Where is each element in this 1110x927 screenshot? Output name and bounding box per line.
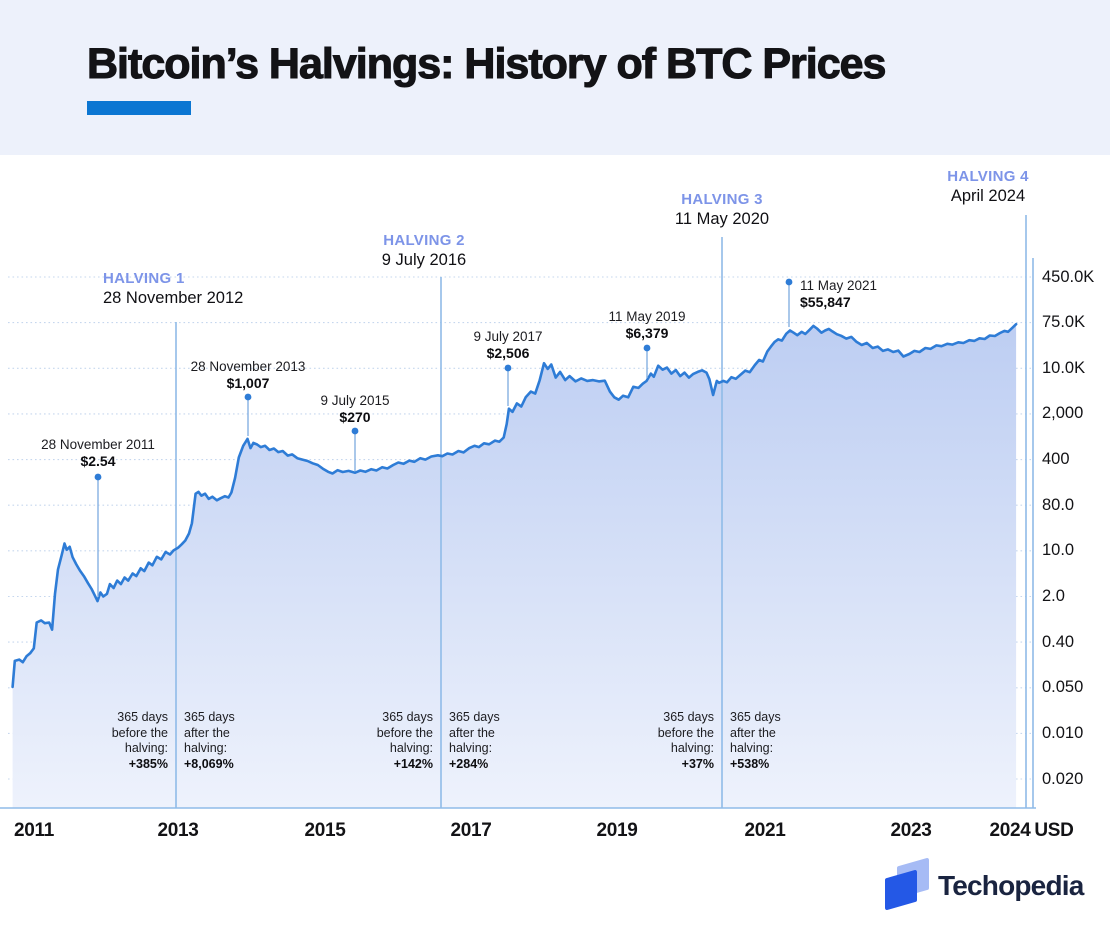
halving-name: HALVING 2 — [383, 232, 465, 249]
title-accent-bar — [87, 101, 191, 115]
pct-365-after-halving-2: 365 days after the halving: +284% — [449, 710, 500, 771]
y-axis-tick-10.0: 10.0 — [1042, 541, 1075, 560]
x-axis-label-2015: 2015 — [304, 820, 346, 841]
pct-value: +385% — [128, 756, 168, 771]
y-axis-tick-0.020: 0.020 — [1042, 769, 1084, 788]
annotation-date: 9 July 2015 — [320, 393, 390, 408]
halving-label-1: HALVING 1 28 November 2012 — [103, 270, 333, 308]
y-axis-tick-80.0: 80.0 — [1042, 495, 1075, 514]
header: Bitcoin’s Halvings: History of BTC Price… — [0, 0, 1110, 155]
halving-date: 11 May 2020 — [674, 210, 770, 228]
pct-value: +37% — [681, 756, 714, 771]
y-axis-tick-0.010: 0.010 — [1042, 723, 1084, 742]
x-axis-label-2021: 2021 — [744, 820, 786, 841]
y-axis-tick-10.0K: 10.0K — [1042, 358, 1086, 377]
halving-label-4: HALVING 4 April 2024 — [873, 168, 1103, 206]
y-axis-tick-400: 400 — [1042, 450, 1070, 469]
annotation-date: 28 November 2013 — [190, 359, 306, 374]
pct-365-before-halving-1: 365 days before the halving: +385% — [111, 710, 168, 771]
halving-date: 9 July 2016 — [381, 251, 467, 269]
page-title: Bitcoin’s Halvings: History of BTC Price… — [86, 39, 887, 88]
annotation-date: 11 May 2019 — [608, 309, 686, 324]
pct-365-after-halving-3: 365 days after the halving: +538% — [730, 710, 781, 771]
price-annotation-0: 28 November 2011 $2.54 — [3, 437, 193, 469]
annotation-dot-2 — [351, 427, 359, 435]
y-axis-tick-0.050: 0.050 — [1042, 678, 1084, 697]
annotation-date: 28 November 2011 — [41, 437, 155, 452]
x-axis-label-2024: 2024 — [989, 820, 1031, 841]
x-axis-label-2013: 2013 — [157, 820, 199, 841]
price-annotation-1: 28 November 2013 $1,007 — [153, 359, 343, 391]
y-axis-tick-75.0K: 75.0K — [1042, 313, 1086, 332]
x-axis-label-2011: 2011 — [13, 820, 55, 841]
x-axis-label-2019: 2019 — [596, 820, 638, 841]
price-annotation-4: 11 May 2019 $6,379 — [552, 309, 742, 341]
annotation-price: $2,506 — [486, 345, 530, 361]
annotation-dot-0 — [94, 473, 102, 481]
annotation-price: $2.54 — [80, 453, 116, 469]
techopedia-logo: Techopedia — [882, 856, 1102, 912]
price-annotation-2: 9 July 2015 $270 — [260, 393, 450, 425]
annotation-dot-3 — [504, 364, 512, 372]
price-annotation-3: 9 July 2017 $2,506 — [413, 329, 603, 361]
annotation-dot-5 — [785, 278, 793, 286]
price-line — [11, 322, 1018, 689]
pct-value: +142% — [393, 756, 433, 771]
pct-value: +284% — [449, 756, 489, 771]
annotation-price: $55,847 — [800, 294, 851, 310]
price-area — [12, 324, 1017, 808]
annotation-price: $1,007 — [226, 375, 270, 391]
price-annotation-5: 11 May 2021 $55,847 — [800, 278, 990, 310]
y-axis-tick-0.40: 0.40 — [1042, 632, 1075, 651]
y-axis-tick-2.0: 2.0 — [1042, 587, 1065, 605]
halving-label-2: HALVING 2 9 July 2016 — [309, 232, 539, 270]
annotation-date: 9 July 2017 — [473, 329, 543, 344]
x-axis-unit-label: USD — [1034, 820, 1074, 841]
halving-label-3: HALVING 3 11 May 2020 — [607, 191, 837, 229]
pct-365-after-halving-1: 365 days after the halving: +8,069% — [184, 710, 235, 771]
annotation-date: 11 May 2021 — [800, 278, 878, 293]
annotation-price: $6,379 — [625, 325, 669, 341]
halving-name: HALVING 3 — [681, 191, 763, 208]
y-axis-tick-450.0K: 450.0K — [1042, 267, 1095, 286]
halving-name: HALVING 1 — [103, 270, 185, 287]
x-axis-label-2023: 2023 — [890, 820, 932, 841]
halving-name: HALVING 4 — [947, 168, 1029, 185]
halving-date: April 2024 — [950, 187, 1026, 205]
pct-365-before-halving-3: 365 days before the halving: +37% — [657, 710, 714, 771]
y-axis-tick-2,000: 2,000 — [1042, 404, 1084, 423]
annotation-dot-1 — [244, 393, 252, 401]
x-axis-label-2017: 2017 — [450, 820, 492, 841]
halving-date: 28 November 2012 — [103, 289, 244, 307]
pct-365-before-halving-2: 365 days before the halving: +142% — [376, 710, 433, 771]
pct-value: +538% — [730, 756, 770, 771]
pct-value: +8,069% — [184, 756, 234, 771]
annotation-dot-4 — [643, 344, 651, 352]
techopedia-logo-text: Techopedia — [938, 870, 1084, 901]
annotation-price: $270 — [339, 409, 371, 425]
techopedia-logo-icon — [885, 858, 929, 910]
